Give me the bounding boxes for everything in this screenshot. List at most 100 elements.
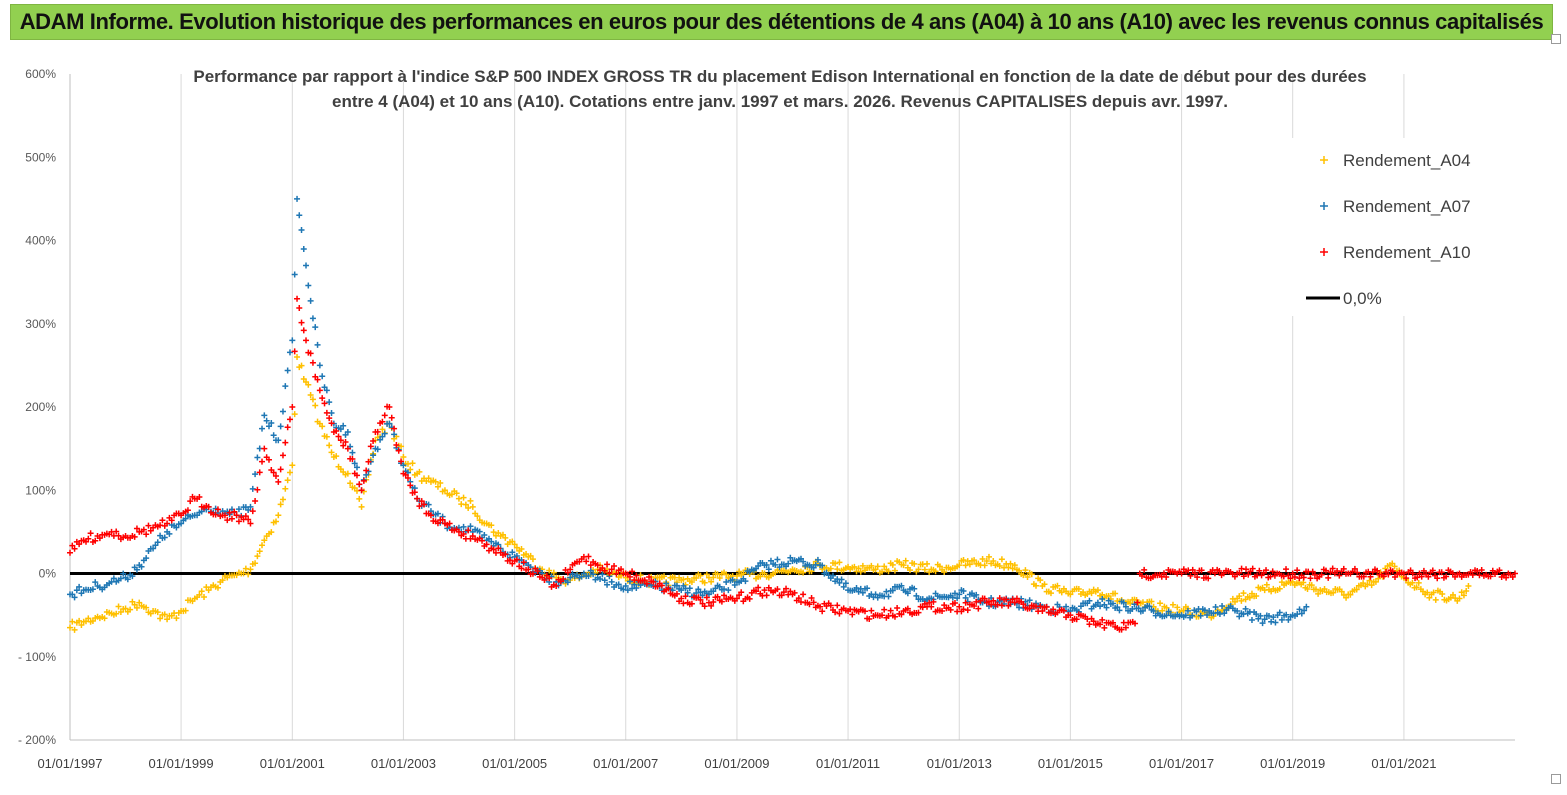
y-tick-label: 600% — [25, 67, 56, 81]
data-point-interp — [740, 570, 747, 577]
data-point-interp — [259, 458, 266, 465]
data-point-interp — [110, 575, 117, 582]
data-point-interp — [641, 577, 648, 584]
data-point-interp — [774, 586, 781, 593]
data-point-interp — [1458, 589, 1465, 596]
data-point-interp — [326, 442, 333, 449]
data-point-interp — [1268, 618, 1275, 625]
data-point-interp — [284, 477, 291, 484]
data-point-interp — [1028, 571, 1035, 578]
data-point — [1234, 607, 1241, 614]
data-point-interp — [840, 583, 847, 590]
data-point-interp — [960, 606, 967, 613]
data-point-interp — [411, 489, 418, 496]
data-point-interp — [879, 568, 886, 575]
data-point-interp — [686, 585, 693, 592]
data-point-interp — [1112, 590, 1119, 597]
data-point-interp — [173, 615, 180, 622]
data-point-interp — [1194, 574, 1201, 581]
data-point-interp — [1489, 567, 1496, 574]
data-point-interp — [1278, 616, 1285, 623]
data-point-interp — [460, 530, 467, 537]
data-point-interp — [367, 443, 374, 450]
data-point-interp — [1308, 582, 1315, 589]
data-point-interp — [291, 411, 298, 418]
data-point-interp — [398, 443, 405, 450]
data-point-interp — [902, 557, 909, 564]
data-point-interp — [765, 566, 772, 573]
resize-handle-top-right[interactable] — [1551, 34, 1561, 44]
data-point-interp — [996, 595, 1003, 602]
data-point-interp — [1139, 607, 1146, 614]
data-point-interp — [729, 576, 736, 583]
data-point-interp — [710, 574, 717, 581]
data-point-interp — [252, 560, 259, 567]
data-point-interp — [363, 467, 370, 474]
data-point-interp — [1159, 607, 1166, 614]
data-point-interp — [926, 599, 933, 606]
data-point-interp — [270, 432, 277, 439]
data-point-interp — [157, 615, 164, 622]
data-point-interp — [360, 477, 367, 484]
data-point — [594, 562, 601, 569]
data-point — [1456, 570, 1463, 577]
data-point-interp — [1197, 612, 1204, 619]
data-point-interp — [319, 373, 326, 380]
data-point-interp — [859, 562, 866, 569]
data-point — [483, 541, 490, 548]
data-point-interp — [1216, 611, 1223, 618]
data-point-interp — [282, 485, 289, 492]
data-point-interp — [738, 589, 745, 596]
data-point-interp — [1086, 621, 1093, 628]
x-tick-label: 01/01/2013 — [927, 756, 992, 771]
data-point-interp — [154, 539, 161, 546]
data-point-interp — [73, 587, 80, 594]
data-point-interp — [819, 608, 826, 615]
data-point-interp — [263, 417, 270, 424]
resize-handle-bottom-right[interactable] — [1551, 774, 1561, 784]
data-point-interp — [1259, 620, 1266, 627]
data-point-interp — [1127, 600, 1134, 607]
data-point-interp — [1375, 575, 1382, 582]
data-point-interp — [1307, 575, 1314, 582]
data-point-interp — [228, 515, 235, 522]
x-tick-label: 01/01/1997 — [37, 756, 102, 771]
data-point-interp — [196, 591, 203, 598]
data-point-interp — [305, 381, 312, 388]
data-point-interp — [1236, 613, 1243, 620]
data-point-interp — [998, 602, 1005, 609]
data-point-interp — [954, 595, 961, 602]
data-point-interp — [1478, 567, 1485, 574]
data-point-interp — [212, 511, 219, 518]
data-point-interp — [143, 555, 150, 562]
data-point — [928, 603, 935, 610]
banner-title: ADAM Informe. Evolution historique des p… — [19, 9, 1544, 34]
data-point-interp — [309, 396, 316, 403]
data-point-interp — [1022, 567, 1029, 574]
data-point-interp — [1231, 598, 1238, 605]
data-point-interp — [891, 567, 898, 574]
data-point — [983, 558, 990, 565]
data-point-interp — [1191, 570, 1198, 577]
data-point-interp — [249, 508, 256, 515]
data-point-interp — [1330, 589, 1337, 596]
data-point-interp — [187, 498, 194, 505]
data-point-interp — [265, 423, 272, 430]
data-point-interp — [69, 542, 76, 549]
data-point-interp — [1047, 610, 1054, 617]
data-point — [316, 362, 323, 369]
data-point-interp — [425, 475, 432, 482]
data-point-interp — [1403, 575, 1410, 582]
data-point-interp — [1432, 596, 1439, 603]
data-point — [400, 462, 407, 469]
data-point-interp — [1263, 567, 1270, 574]
data-point-interp — [851, 563, 858, 570]
data-point-interp — [832, 609, 839, 616]
data-point-interp — [583, 558, 590, 565]
data-point-interp — [1340, 565, 1347, 572]
data-point-interp — [585, 573, 592, 580]
data-point-interp — [1424, 589, 1431, 596]
data-point-interp — [708, 602, 715, 609]
data-point-interp — [879, 612, 886, 619]
data-point-interp — [1329, 565, 1336, 572]
